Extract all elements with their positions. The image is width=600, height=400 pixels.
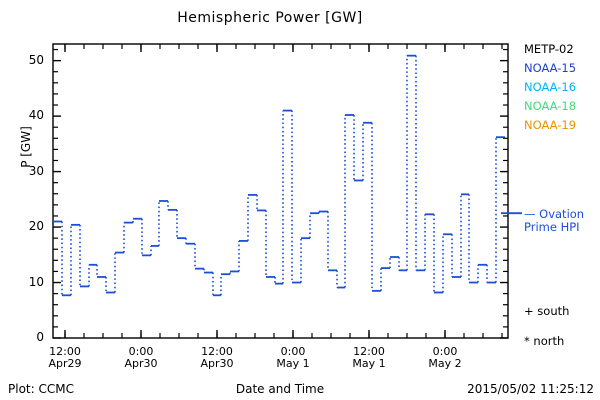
data-series-ovation-prime-hpi [53, 54, 505, 297]
x-tick-date: May 1 [352, 357, 386, 370]
plot-source-label: Plot: CCMC [8, 382, 74, 396]
y-tick-label-1: 10 [28, 274, 44, 289]
x-tick-label-4: 12:00 May 1 [334, 346, 404, 370]
x-tick-time: 12:00 [353, 345, 385, 358]
legend-item-noaa-16: NOAA-16 [524, 80, 577, 94]
x-tick-date: May 1 [276, 357, 310, 370]
x-tick-time: 12:00 [201, 345, 233, 358]
x-tick-label-0: 12:00 Apr29 [30, 346, 100, 370]
y-tick-label-2: 20 [28, 219, 44, 234]
legend-symbol-list: + south * north [524, 296, 600, 356]
legend-series-list: METP-02 NOAA-15 NOAA-16 NOAA-18 NOAA-19 [524, 40, 600, 135]
legend-ovation-line2: Prime HPI [524, 220, 580, 234]
x-tick-time: 12:00 [49, 345, 81, 358]
x-tick-label-1: 0:00 Apr30 [106, 346, 176, 370]
x-tick-time: 0:00 [128, 345, 154, 358]
x-tick-date: Apr29 [48, 357, 82, 370]
legend-symbol-south: + south [524, 304, 570, 318]
x-tick-date: Apr30 [200, 357, 234, 370]
x-tick-label-2: 12:00 Apr30 [182, 346, 252, 370]
y-tick-label-5: 50 [28, 52, 44, 67]
plot-frame [52, 43, 509, 339]
x-tick-date: Apr30 [124, 357, 158, 370]
legend-ovation-entry: — Ovation Prime HPI [524, 208, 600, 234]
legend-symbol-north: * north [524, 334, 565, 348]
y-tick-label-0: 0 [36, 330, 44, 344]
x-tick-label-5: 0:00 May 2 [410, 346, 480, 370]
timestamp-label: 2015/05/02 11:25:12 [467, 382, 594, 396]
legend-item-noaa-19: NOAA-19 [524, 118, 577, 132]
page-title: Hemispheric Power [GW] [177, 10, 363, 26]
x-tick-label-3: 0:00 May 1 [258, 346, 328, 370]
legend-item-metp-02: METP-02 [524, 42, 574, 56]
x-axis-label: Date and Time [235, 382, 325, 396]
legend-item-noaa-15: NOAA-15 [524, 61, 577, 75]
x-tick-time: 0:00 [432, 345, 458, 358]
x-tick-time: 0:00 [280, 345, 306, 358]
y-tick-label-3: 30 [28, 163, 44, 178]
x-tick-date: May 2 [428, 357, 462, 370]
legend-item-noaa-18: NOAA-18 [524, 99, 577, 113]
y-tick-label-4: 40 [28, 108, 44, 123]
legend-ovation-line1: — Ovation [524, 207, 585, 221]
